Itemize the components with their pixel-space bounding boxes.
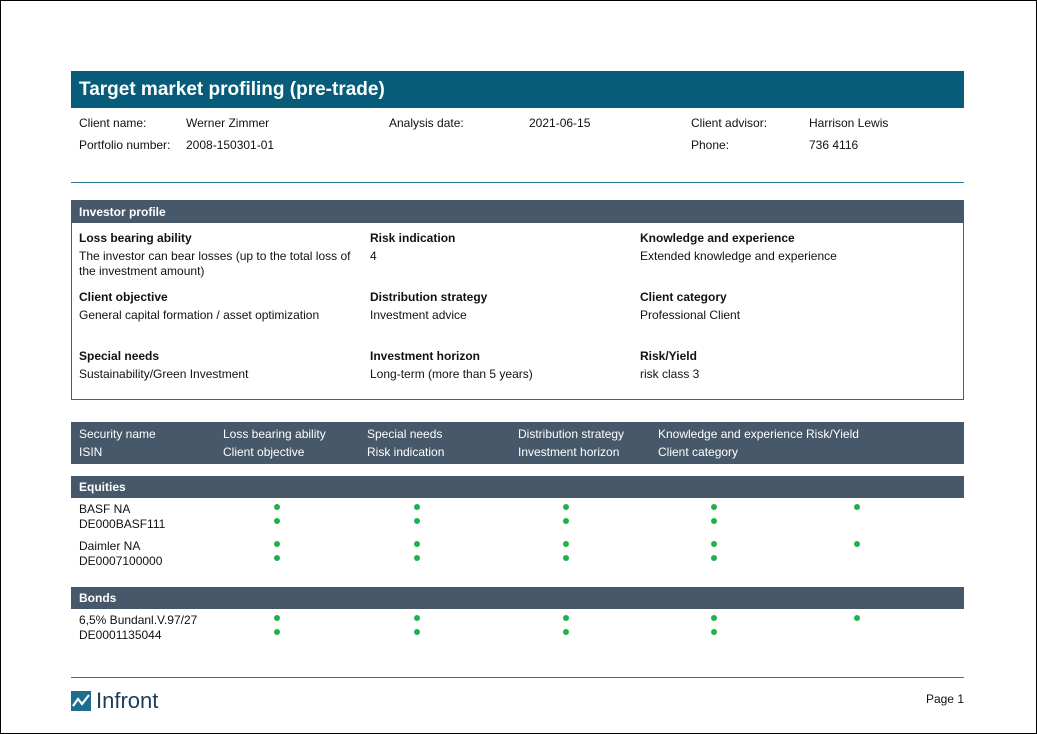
criterion-dot — [711, 504, 717, 510]
criterion-dot — [274, 615, 280, 621]
profile-value: Investment advice — [370, 308, 645, 323]
security-isin: DE000BASF111 — [79, 517, 165, 532]
profile-label: Distribution strategy — [370, 290, 487, 305]
profile-label: Client objective — [79, 290, 168, 305]
criterion-dot — [274, 629, 280, 635]
criterion-dot — [274, 541, 280, 547]
criterion-dot — [414, 541, 420, 547]
profile-value: Long-term (more than 5 years) — [370, 367, 645, 382]
column-header: ISIN — [79, 445, 102, 460]
criterion-dot — [563, 615, 569, 621]
profile-value: risk class 3 — [640, 367, 915, 382]
criterion-dot — [711, 518, 717, 524]
field-label: Analysis date: — [389, 116, 464, 131]
divider — [71, 182, 964, 183]
criterion-dot — [854, 541, 860, 547]
field-label: Client name: — [79, 116, 146, 131]
criterion-dot — [414, 518, 420, 524]
profile-value: Extended knowledge and experience — [640, 249, 915, 264]
criterion-dot — [711, 615, 717, 621]
field-label: Client advisor: — [691, 116, 767, 131]
profile-value: General capital formation / asset optimi… — [79, 308, 354, 323]
footer-divider — [71, 677, 964, 678]
profile-label: Special needs — [79, 349, 159, 364]
logo-text: Infront — [96, 688, 158, 714]
criterion-dot — [711, 555, 717, 561]
profile-value: 4 — [370, 249, 645, 264]
criterion-dot — [414, 615, 420, 621]
profile-value: Sustainability/Green Investment — [79, 367, 354, 382]
group-title: Bonds — [79, 591, 116, 606]
criterion-dot — [563, 541, 569, 547]
section-title: Investor profile — [79, 205, 166, 220]
criterion-dot — [414, 504, 420, 510]
security-isin: DE0007100000 — [79, 554, 162, 569]
criterion-dot — [274, 504, 280, 510]
column-header: Client objective — [223, 445, 304, 460]
profile-label: Knowledge and experience — [640, 231, 795, 246]
group-title: Equities — [79, 480, 126, 495]
group-bar — [71, 587, 964, 609]
profile-label: Client category — [640, 290, 727, 305]
field-value: Harrison Lewis — [809, 116, 888, 131]
column-header: Risk/Yield — [806, 427, 859, 442]
criterion-dot — [274, 518, 280, 524]
column-header: Loss bearing ability — [223, 427, 326, 442]
profile-label: Loss bearing ability — [79, 231, 192, 246]
field-value: 736 4116 — [809, 138, 858, 153]
column-header: Client category — [658, 445, 738, 460]
column-header: Knowledge and experience — [658, 427, 803, 442]
field-label: Portfolio number: — [79, 138, 170, 153]
group-bar — [71, 476, 964, 498]
security-name: 6,5% Bundanl.V.97/27 — [79, 613, 197, 628]
field-value: Werner Zimmer — [186, 116, 269, 131]
profile-bar — [71, 200, 964, 223]
criterion-dot — [563, 555, 569, 561]
profile-label: Investment horizon — [370, 349, 480, 364]
criterion-dot — [563, 518, 569, 524]
field-label: Phone: — [691, 138, 729, 153]
column-header: Security name — [79, 427, 156, 442]
criterion-dot — [854, 504, 860, 510]
criterion-dot — [274, 555, 280, 561]
criterion-dot — [414, 629, 420, 635]
logo-icon — [71, 691, 91, 711]
criterion-dot — [711, 629, 717, 635]
profile-label: Risk/Yield — [640, 349, 697, 364]
criterion-dot — [414, 555, 420, 561]
criterion-dot — [563, 504, 569, 510]
profile-value: The investor can bear losses (up to the … — [79, 249, 354, 279]
criterion-dot — [711, 541, 717, 547]
column-header: Special needs — [367, 427, 442, 442]
security-name: Daimler NA — [79, 539, 140, 554]
criterion-dot — [854, 615, 860, 621]
field-value: 2008-150301-01 — [186, 138, 274, 153]
profile-label: Risk indication — [370, 231, 455, 246]
security-name: BASF NA — [79, 502, 130, 517]
column-header: Investment horizon — [518, 445, 619, 460]
title: Target market profiling (pre-trade) — [79, 79, 385, 101]
field-value: 2021-06-15 — [529, 116, 590, 131]
column-header: Distribution strategy — [518, 427, 624, 442]
criterion-dot — [563, 629, 569, 635]
page-number: Page 1 — [926, 692, 964, 707]
column-header: Risk indication — [367, 445, 444, 460]
profile-value: Professional Client — [640, 308, 915, 323]
security-isin: DE0001135044 — [79, 628, 162, 643]
